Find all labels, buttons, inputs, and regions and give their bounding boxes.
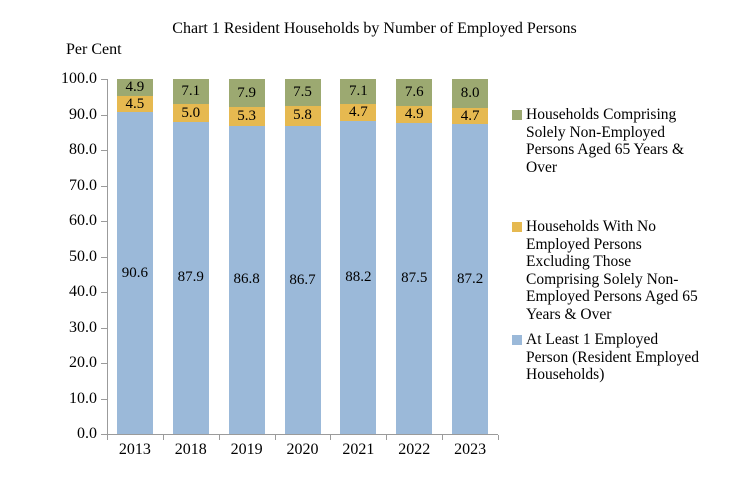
bar-value-label: 7.6	[404, 83, 424, 100]
bar-segment: 4.5	[116, 95, 153, 113]
y-tick-mark	[101, 150, 107, 151]
bar-value-label: 4.7	[460, 107, 480, 124]
bar-segment: 7.6	[396, 79, 433, 106]
y-tick-mark	[101, 185, 107, 187]
y-tick-mark	[101, 292, 107, 293]
bar-segment: 7.5	[284, 79, 321, 106]
x-tick-label: 2021	[342, 441, 375, 458]
x-tick-mark	[442, 435, 444, 440]
y-tick-label: 30.0	[69, 318, 97, 336]
y-tick-label: 40.0	[69, 283, 97, 300]
x-tick-label: 2022	[398, 441, 431, 458]
x-axis-line	[107, 434, 499, 435]
x-tick-mark	[498, 435, 500, 440]
y-tick-mark	[101, 327, 107, 329]
y-tick-label: 80.0	[69, 141, 97, 158]
bar-segment: 8.0	[452, 79, 489, 108]
bar-segment: 7.1	[172, 79, 209, 105]
y-tick-label: 50.0	[69, 247, 97, 265]
bar-value-label: 4.9	[404, 106, 424, 123]
y-tick-label: 0.0	[77, 425, 97, 442]
bar-value-label: 7.1	[181, 83, 201, 100]
bar-value-label: 87.9	[177, 269, 204, 286]
y-tick-mark	[101, 363, 107, 364]
bar-value-label: 7.1	[348, 83, 368, 100]
bar-value-label: 7.5	[293, 83, 312, 100]
bar-value-label: 88.2	[345, 268, 372, 285]
y-tick-mark	[101, 114, 107, 116]
x-tick-mark	[386, 435, 388, 440]
bar-segment: 88.2	[340, 120, 377, 434]
bar-segment: 7.9	[228, 79, 265, 108]
x-tick-mark	[218, 435, 220, 440]
bar-segment: 5.8	[284, 105, 321, 127]
bar-segment: 86.7	[284, 126, 321, 434]
bar-segment: 4.7	[340, 104, 377, 121]
bar-segment: 4.9	[396, 105, 433, 124]
x-tick-label: 2019	[230, 441, 263, 458]
y-tick-label: 20.0	[69, 354, 97, 371]
y-tick-mark	[101, 79, 107, 80]
y-tick-mark	[101, 256, 107, 258]
chart-title: Chart 1 Resident Households by Number of…	[172, 20, 577, 37]
bar-segment: 5.3	[228, 107, 265, 126]
y-tick-label: 70.0	[69, 176, 97, 194]
bar-value-label: 5.8	[293, 107, 312, 124]
bar-segment: 87.2	[452, 124, 489, 434]
bar-value-label: 4.7	[348, 104, 368, 121]
bar-segment: 4.7	[452, 107, 489, 125]
bar-value-label: 4.9	[125, 79, 145, 96]
bar-value-label: 87.5	[401, 270, 428, 287]
x-tick-mark	[330, 435, 332, 440]
y-tick-label: 90.0	[69, 105, 97, 123]
x-tick-label: 2023	[454, 441, 487, 458]
x-tick-mark	[107, 435, 108, 440]
bar-segment: 7.1	[340, 79, 377, 105]
bar-segment: 86.8	[228, 125, 265, 434]
x-tick-label: 2018	[174, 441, 207, 458]
x-tick-label: 2013	[118, 441, 151, 458]
bar-value-label: 86.8	[233, 271, 260, 288]
y-axis-line	[107, 79, 108, 435]
y-tick-mark	[101, 398, 107, 400]
x-tick-label: 2020	[286, 441, 319, 458]
x-tick-mark	[274, 435, 276, 440]
y-tick-label: 10.0	[69, 389, 97, 407]
bar-value-label: 86.7	[289, 271, 316, 288]
bar-segment: 90.6	[116, 112, 153, 434]
bar-value-label: 87.2	[456, 270, 484, 287]
bar-segment: 87.5	[396, 123, 433, 434]
bar-segment: 5.0	[172, 104, 209, 122]
bar-segment: 4.9	[116, 79, 153, 97]
y-tick-mark	[101, 221, 107, 222]
bar-value-label: 4.5	[125, 95, 145, 112]
bar-value-label: 90.6	[121, 264, 149, 281]
y-axis-title: Per Cent	[66, 41, 122, 58]
bar-value-label: 5.0	[181, 104, 201, 121]
bar-value-label: 8.0	[460, 85, 480, 102]
y-tick-label: 100.0	[61, 70, 97, 87]
bar-value-label: 5.3	[237, 107, 257, 124]
y-tick-label: 60.0	[69, 212, 97, 229]
y-tick-mark	[101, 434, 107, 435]
bar-value-label: 7.9	[237, 84, 257, 101]
x-tick-mark	[162, 435, 164, 440]
bar-segment: 87.9	[172, 121, 209, 434]
